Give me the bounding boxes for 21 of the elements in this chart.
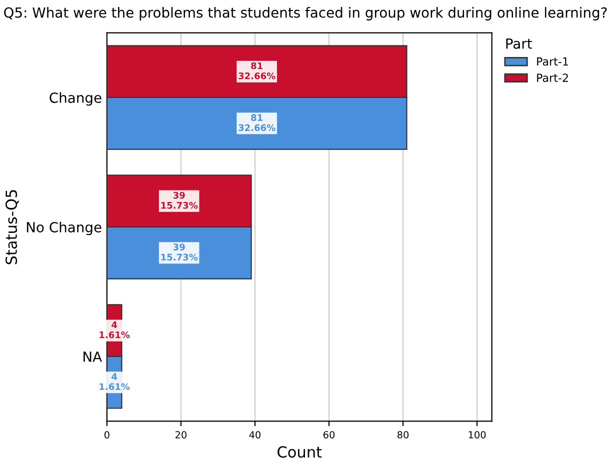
x-tick-label: 0 [104, 431, 110, 438]
data-label: 39 15.73% [161, 244, 198, 261]
data-label: 4 1.61% [100, 321, 130, 338]
x-tick-label: 60 [323, 431, 335, 438]
legend-label: Part-2 [537, 74, 568, 82]
y-tick-label: No Change [26, 222, 102, 236]
x-tick-label: 40 [249, 431, 261, 438]
legend-label: Part-1 [537, 57, 568, 66]
y-tick-label: Change [50, 92, 102, 106]
y-axis-title: Status-Q5 [6, 190, 19, 264]
x-tick-label: 100 [468, 431, 486, 438]
legend-title: Part [506, 38, 532, 49]
x-axis-title: Count [278, 446, 322, 458]
y-tick-label: NA [84, 352, 102, 362]
x-tick-label: 20 [175, 431, 186, 438]
data-label: 4 1.61% [100, 373, 130, 390]
chart-title: Q5: What were the problems that students faced in group work during online learning? [4, 7, 607, 20]
data-label: 81 32.66% [238, 114, 276, 132]
x-tick-label: 80 [398, 431, 409, 438]
data-label: 39 15.73% [161, 192, 198, 209]
data-label: 81 32.66% [238, 62, 276, 80]
